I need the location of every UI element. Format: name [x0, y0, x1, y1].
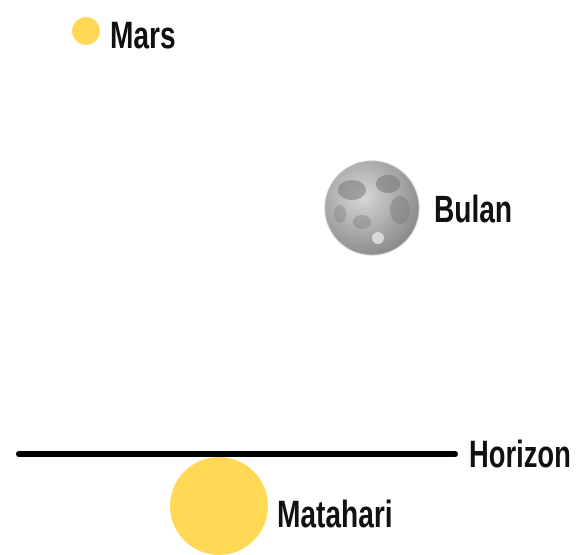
sun: [170, 457, 268, 555]
moon: [325, 161, 419, 255]
sun-label: Matahari: [277, 494, 393, 536]
mars-label: Mars: [110, 15, 176, 57]
horizon-label: Horizon: [469, 434, 571, 476]
moon-label: Bulan: [434, 189, 512, 231]
diagram: Mars Bulan Matahari Horizon: [0, 0, 581, 555]
mars-dot: [72, 17, 100, 45]
